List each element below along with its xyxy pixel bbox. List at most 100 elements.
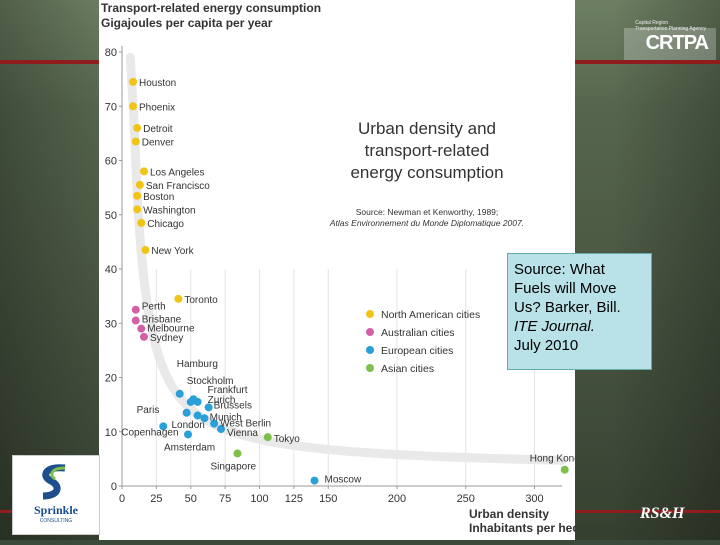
x-tick-label: 100 — [250, 493, 268, 505]
sprinkle-logo-sub: CONSULTING — [39, 518, 73, 524]
point-label: Singapore — [211, 461, 257, 472]
data-point — [174, 294, 183, 303]
point-label: Sydney — [150, 333, 183, 344]
legend-label: European cities — [381, 345, 453, 357]
source-note: Source: What Fuels will Move Us? Barker,… — [507, 253, 652, 370]
point-label: Moscow — [325, 475, 362, 486]
data-point — [129, 77, 137, 86]
chart-source: Atlas Environnement du Monde Diplomatiqu… — [329, 218, 524, 228]
y-tick-label: 40 — [105, 264, 117, 276]
source-line: July 2010 — [514, 337, 579, 354]
legend-marker — [366, 364, 374, 372]
data-point — [184, 430, 192, 439]
x-tick-label: 0 — [119, 493, 125, 505]
source-line: Us? Barker, Bill. — [514, 299, 621, 316]
legend-label: Australian cities — [381, 327, 455, 339]
point-label: Brussels — [214, 400, 252, 411]
point-label: Brisbane — [142, 315, 182, 326]
data-point — [140, 332, 148, 341]
data-point — [137, 324, 146, 333]
point-label: Vienna — [227, 428, 258, 439]
source-line: Fuels will Move — [514, 280, 617, 297]
chart-title: transport-related — [365, 141, 490, 160]
point-label: Detroit — [143, 124, 173, 135]
data-point — [159, 422, 168, 431]
point-label: Frankfurt — [208, 385, 248, 396]
x-tick-label: 300 — [525, 493, 543, 505]
sprinkle-logo: Sprinkle CONSULTING — [12, 455, 100, 535]
point-label: Tokyo — [274, 434, 301, 445]
point-label: Paris — [137, 405, 160, 416]
data-point — [217, 425, 225, 434]
data-point — [131, 305, 140, 314]
x-tick-label: 75 — [219, 493, 231, 505]
y-tick-label: 50 — [105, 210, 117, 222]
scatter-chart: 0 10 20 30 40 50 60 70 80 0 25 50 75 100 125 150 200 250 3… — [101, 1, 601, 535]
y-tick-label: 30 — [105, 318, 117, 330]
data-point — [135, 180, 144, 189]
point-label: London — [172, 420, 205, 431]
x-axis-title: Urban density — [469, 507, 549, 521]
data-point — [133, 191, 142, 200]
data-point — [131, 137, 140, 146]
chart-title: energy consumption — [350, 163, 503, 182]
source-line: ITE Journal. — [514, 318, 595, 335]
sprinkle-s-icon — [35, 462, 75, 502]
point-label: Houston — [139, 78, 176, 89]
data-point — [129, 102, 137, 111]
rsh-logo: RS&H — [640, 505, 685, 522]
source-line: Source: What — [514, 261, 605, 278]
y-tick-label: 60 — [105, 156, 117, 168]
data-point — [200, 414, 209, 423]
data-point — [137, 218, 146, 227]
data-point — [193, 397, 202, 406]
y-tick-label: 20 — [105, 373, 117, 385]
point-label: Washington — [143, 205, 195, 216]
point-label: Chicago — [147, 219, 184, 230]
x-tick-label: 200 — [388, 493, 406, 505]
x-tick-label: 50 — [185, 493, 197, 505]
crtpa-logo-text: CRTPA — [645, 32, 709, 54]
legend-label: Asian cities — [381, 363, 434, 375]
chart-source: Source: Newman et Kenworthy, 1989; — [356, 207, 499, 217]
data-point — [204, 403, 213, 412]
point-label: Hamburg — [177, 359, 218, 370]
data-point — [141, 246, 150, 255]
sprinkle-logo-text: Sprinkle — [33, 503, 78, 517]
data-point — [193, 411, 202, 420]
x-tick-label: 125 — [285, 493, 303, 505]
point-label: Los Angeles — [150, 167, 205, 178]
point-label: New York — [151, 246, 194, 257]
data-point — [210, 419, 219, 428]
legend-marker — [366, 310, 374, 318]
point-label: Boston — [143, 192, 174, 203]
legend-marker — [366, 328, 374, 336]
y-tick-label: 70 — [105, 101, 117, 113]
point-label: Phoenix — [139, 102, 175, 113]
y-tick-label: 10 — [105, 427, 117, 439]
data-point — [140, 167, 148, 176]
data-point — [133, 205, 142, 214]
point-label: Denver — [142, 138, 175, 149]
x-tick-label: 250 — [457, 493, 475, 505]
data-point — [182, 408, 191, 417]
point-label: Stockholm — [187, 376, 234, 387]
data-point — [560, 465, 569, 474]
point-label: Amsterdam — [164, 442, 215, 453]
y-tick-label: 80 — [105, 47, 117, 59]
data-point — [263, 433, 272, 442]
data-point — [133, 123, 142, 132]
y-axis-title: Transport-related energy consumption — [101, 1, 321, 15]
x-tick-label: 150 — [319, 493, 337, 505]
point-label: Copenhagen — [121, 427, 178, 438]
crtpa-logo: Capital Region Transportation Planning Ag… — [624, 8, 716, 60]
x-tick-label: 25 — [150, 493, 162, 505]
data-point — [233, 449, 242, 458]
data-point — [310, 476, 319, 485]
point-label: Zurich — [208, 395, 236, 406]
data-point — [131, 316, 140, 325]
y-tick-label: 0 — [111, 481, 117, 493]
chart-title: Urban density and — [358, 119, 496, 138]
x-axis-title: Inhabitants per hectare — [469, 521, 575, 535]
data-point — [175, 389, 184, 398]
